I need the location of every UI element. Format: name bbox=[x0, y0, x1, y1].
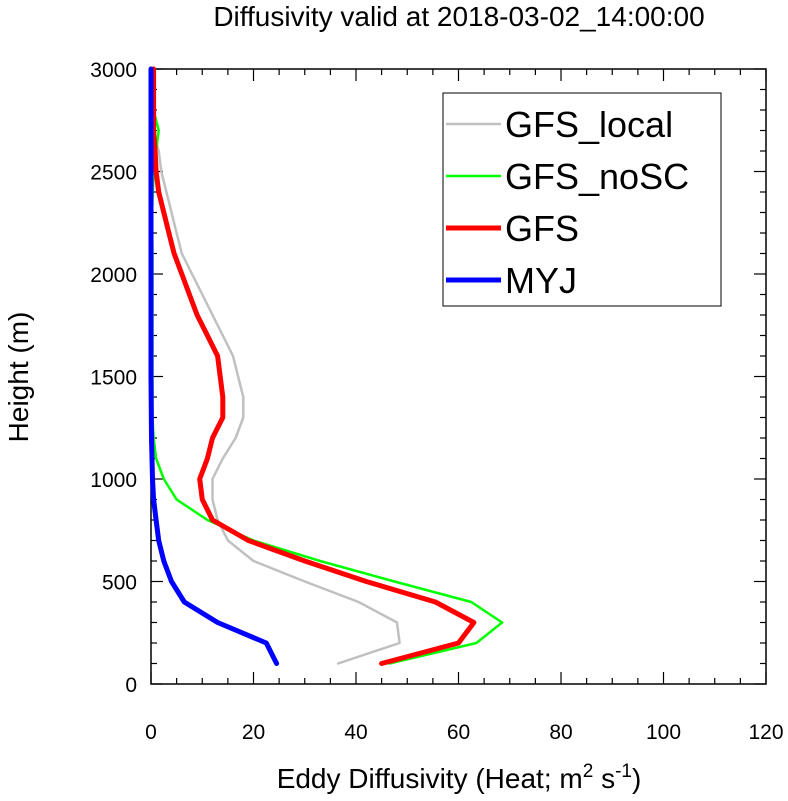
x-axis-title-suffix: ) bbox=[632, 763, 641, 794]
series-line-myj bbox=[148, 66, 280, 666]
x-tick-label: 120 bbox=[748, 721, 783, 744]
y-tick-label: 0 bbox=[125, 674, 137, 697]
x-tick-label: 60 bbox=[447, 721, 470, 744]
legend-label-gfs: GFS bbox=[505, 208, 579, 249]
axis-ticks: 0 20 40 60 80 100 120 0 500 1000 1500 2000 2500 3000 bbox=[90, 59, 783, 744]
x-axis-title-sup-neg1: -1 bbox=[615, 761, 632, 782]
x-axis-title-sup-2: 2 bbox=[583, 761, 594, 782]
x-axis-title-mid: s bbox=[593, 763, 615, 794]
y-tick-label: 3000 bbox=[90, 59, 137, 82]
y-tick-label: 2500 bbox=[90, 162, 137, 185]
legend-label-gfs-local: GFS_local bbox=[505, 104, 673, 145]
y-tick-label: 500 bbox=[102, 572, 137, 595]
legend: GFS_local GFS_noSC GFS MYJ bbox=[442, 92, 722, 307]
data-lines bbox=[148, 66, 504, 666]
x-axis-title-prefix: Eddy Diffusivity (Heat; m bbox=[277, 763, 583, 794]
x-tick-label: 0 bbox=[145, 721, 157, 744]
chart-title: Diffusivity valid at 2018-03-02_14:00:00 bbox=[213, 1, 704, 32]
legend-box bbox=[442, 92, 722, 307]
legend-label-myj: MYJ bbox=[505, 260, 577, 301]
series-line-gfs-local bbox=[150, 67, 401, 665]
series-line-gfs bbox=[151, 66, 477, 666]
legend-label-gfs-nosc: GFS_noSC bbox=[505, 156, 689, 197]
x-tick-label: 40 bbox=[344, 721, 367, 744]
x-tick-label: 80 bbox=[549, 721, 572, 744]
x-tick-label: 20 bbox=[242, 721, 265, 744]
y-tick-label: 2000 bbox=[90, 264, 137, 287]
y-axis-title: Height (m) bbox=[3, 312, 34, 443]
x-axis-title: Eddy Diffusivity (Heat; m2 s-1) bbox=[277, 761, 642, 794]
y-tick-label: 1000 bbox=[90, 469, 137, 492]
x-tick-label: 100 bbox=[646, 721, 681, 744]
y-tick-label: 1500 bbox=[90, 367, 137, 390]
